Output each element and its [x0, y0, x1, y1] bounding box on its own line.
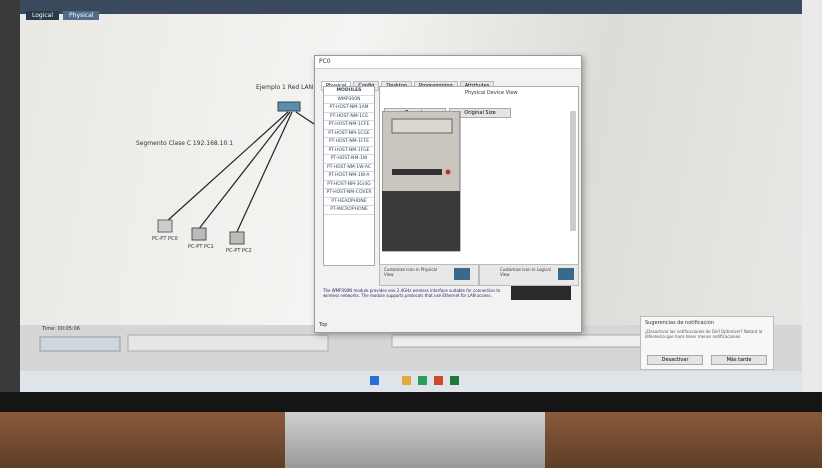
notification: Sugerencias de notificación ¿Desactivar … [640, 316, 774, 370]
module-item[interactable]: PT-HOST-NM-1W-A [324, 172, 374, 181]
module-item[interactable]: PT-HOST-NM-1CFE [324, 121, 374, 130]
module-item[interactable]: PT-HOST-NM-COVER [324, 189, 374, 198]
top-checkbox[interactable]: Top [319, 322, 328, 328]
module-item[interactable]: PT-MICROPHONE [324, 206, 374, 215]
notification-body: ¿Desactivar las notificaciones de Dell O… [645, 329, 763, 339]
monitor-screen: Logical Physical Ejemplo 1 Red LAN Oros S… [20, 0, 802, 392]
module-item[interactable]: PT-HOST-NM-1CE [324, 113, 374, 121]
dialog-title: PC0 [319, 58, 331, 65]
top-bar [20, 0, 802, 14]
floppy-drive [392, 169, 442, 175]
connection-types[interactable] [127, 334, 329, 352]
module-image [511, 286, 571, 300]
taskbar-icon[interactable] [434, 376, 443, 385]
device-label: PC-PT PC0 [152, 236, 178, 242]
pc-tower [382, 111, 576, 252]
module-item[interactable]: PT-HOST-NM-1AM [324, 104, 374, 113]
power-led [445, 169, 451, 175]
notification-button[interactable]: Desactivar [647, 355, 703, 365]
monitor-bezel [0, 392, 822, 412]
module-item[interactable]: PT-HOST-NM-1W [324, 155, 374, 164]
sim-time: Time: 00:05:06 [42, 326, 80, 332]
thumb[interactable]: Customize Icon in Physical View [379, 264, 479, 286]
start-button[interactable] [370, 376, 379, 385]
module-item[interactable]: PT-HOST-NM-1CGE [324, 130, 374, 138]
link [165, 111, 289, 223]
module-item[interactable]: PT-HOST-NM-1W-AC [324, 164, 374, 172]
link [197, 111, 291, 231]
device-label: PC-PT PC2 [226, 248, 252, 254]
mode-tabs: Logical Physical [26, 2, 103, 21]
pc-thumb [454, 268, 470, 280]
module-item: MODULES [324, 87, 374, 96]
device-types[interactable] [39, 336, 121, 352]
taskbar-icon[interactable] [418, 376, 427, 385]
notification-button[interactable]: Más tarde [711, 355, 767, 365]
drive-bay [391, 118, 453, 134]
pc-icon[interactable] [157, 219, 173, 233]
module-item[interactable]: PT-HOST-NM-3G/4G [324, 181, 374, 189]
switch[interactable] [277, 101, 301, 112]
thumb[interactable]: Customize Icon in Logical View [479, 264, 579, 286]
device-view: Physical Device View Zoom InOriginal Siz… [379, 86, 579, 266]
notification-title: Sugerencias de notificación [645, 320, 714, 326]
module-item[interactable]: PT-HOST-NM-1FGE [324, 147, 374, 155]
pc-thumb [558, 268, 574, 280]
thumb-label: Customize Icon in Physical View [384, 267, 438, 277]
taskbar-icon[interactable] [402, 376, 411, 385]
workspace-title: Ejemplo 1 Red LAN Oros [256, 84, 329, 91]
scrollbar [570, 111, 576, 231]
module-item[interactable]: WMP300N [324, 96, 374, 104]
module-description: The WMP300N module provides one 2.4GHz w… [323, 288, 501, 298]
segment-label: Segmento Clase C 192.168.10.1 [136, 140, 234, 147]
device-label: PC-PT PC1 [188, 244, 214, 250]
link [295, 111, 315, 125]
mode-tab[interactable]: Physical [63, 11, 100, 20]
pdu-list [391, 334, 653, 348]
mode-tab[interactable]: Logical [26, 11, 60, 20]
module-item[interactable]: PT-HOST-NM-1FFE [324, 138, 374, 147]
left-edge [0, 0, 20, 392]
title-bar: PC0 [315, 56, 581, 69]
link [235, 111, 293, 235]
pc-icon[interactable] [191, 227, 207, 241]
monitor-stand [285, 412, 545, 468]
thumb-label: Customize Icon in Logical View [500, 267, 551, 277]
speaker-grill [382, 191, 460, 251]
module-item[interactable]: PT-HEADPHONE [324, 198, 374, 206]
view-title: Physical Device View [465, 90, 518, 96]
pc-icon[interactable] [229, 231, 245, 245]
taskbar-icon[interactable] [450, 376, 459, 385]
device-dialog: PC0 PhysicalConfigDesktopProgrammingAttr… [314, 55, 582, 333]
module-list: MODULES WMP300N PT-HOST-NM-1AM PT-HOST-NM-1… [323, 86, 375, 266]
right-edge [802, 0, 822, 392]
